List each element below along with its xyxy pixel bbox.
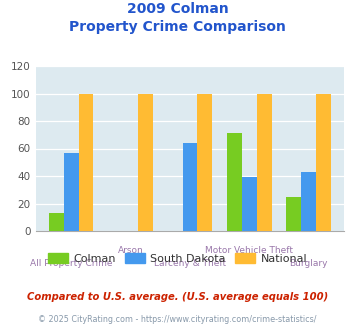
Text: 2009 Colman: 2009 Colman <box>127 2 228 16</box>
Bar <box>242 178 257 231</box>
Bar <box>197 93 212 231</box>
Bar <box>78 93 93 231</box>
Text: © 2025 CityRating.com - https://www.cityrating.com/crime-statistics/: © 2025 CityRating.com - https://www.city… <box>38 315 317 324</box>
Text: Arson: Arson <box>118 246 143 255</box>
Bar <box>257 93 272 231</box>
Text: Motor Vehicle Theft: Motor Vehicle Theft <box>205 246 293 255</box>
Text: Compared to U.S. average. (U.S. average equals 100): Compared to U.S. average. (U.S. average … <box>27 292 328 302</box>
Text: Burglary: Burglary <box>289 259 328 268</box>
Bar <box>138 93 153 231</box>
Bar <box>182 143 197 231</box>
Bar <box>316 93 331 231</box>
Text: All Property Crime: All Property Crime <box>30 259 113 268</box>
Bar <box>227 133 242 231</box>
Legend: Colman, South Dakota, National: Colman, South Dakota, National <box>44 249 311 268</box>
Bar <box>301 172 316 231</box>
Bar <box>286 197 301 231</box>
Text: Property Crime Comparison: Property Crime Comparison <box>69 20 286 34</box>
Bar <box>49 213 64 231</box>
Text: Larceny & Theft: Larceny & Theft <box>154 259 226 268</box>
Bar <box>64 152 78 231</box>
